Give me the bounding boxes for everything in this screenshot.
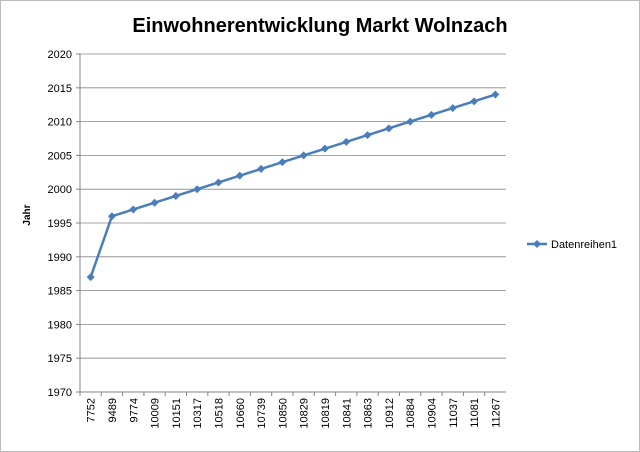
x-tick-label: 10829 (299, 398, 311, 429)
y-tick-label: 2000 (48, 184, 72, 196)
x-tick-label: 10009 (150, 398, 162, 429)
x-tick-label: 10819 (320, 398, 332, 429)
y-tick-label: 1980 (48, 319, 72, 331)
legend-label: Datenreihen1 (551, 239, 617, 251)
y-tick-label: 2020 (48, 49, 72, 61)
point-marker (150, 198, 159, 207)
point-marker (235, 171, 244, 180)
y-tick-label: 2015 (48, 83, 72, 95)
point-marker (257, 164, 266, 173)
y-tick-label: 2005 (48, 150, 72, 162)
x-tick-label: 10904 (426, 398, 438, 429)
point-marker (470, 97, 479, 106)
x-tick-label: 9489 (107, 398, 119, 422)
x-tick-label: 11081 (469, 398, 481, 428)
point-marker (320, 144, 329, 153)
x-tick-label: 10850 (277, 398, 289, 429)
y-tick-label: 1990 (48, 252, 72, 264)
x-tick-label: 10660 (235, 398, 247, 429)
point-marker (129, 205, 138, 214)
x-tick-label: 10841 (341, 398, 353, 429)
point-marker (86, 273, 95, 282)
point-marker (107, 212, 116, 221)
x-tick-label: 10912 (384, 398, 396, 429)
y-tick-label: 2010 (48, 117, 72, 129)
x-tick-label: 7752 (86, 398, 98, 422)
x-tick-label: 9774 (128, 398, 140, 422)
point-marker (299, 151, 308, 160)
y-axis-label: Jahr (22, 204, 33, 225)
series-line (89, 93, 496, 278)
x-tick-label: 10317 (192, 398, 204, 429)
point-marker (363, 131, 372, 140)
point-marker (342, 137, 351, 146)
y-tick-label: 1975 (48, 353, 72, 365)
y-tick-label: 1995 (48, 218, 72, 230)
point-marker (384, 124, 393, 133)
y-tick-label: 1970 (48, 387, 72, 399)
point-marker (171, 191, 180, 200)
x-tick-label: 10151 (171, 398, 183, 429)
x-tick-label: 11037 (448, 398, 460, 428)
y-tick-label: 1985 (48, 286, 72, 298)
point-marker (193, 185, 202, 194)
point-marker (214, 178, 223, 187)
point-marker (406, 117, 415, 126)
x-tick-label: 10884 (405, 398, 417, 429)
point-marker (427, 110, 436, 119)
x-tick-label: 10518 (213, 398, 225, 429)
point-marker (278, 158, 287, 167)
x-tick-label: 11267 (490, 398, 502, 428)
legend-marker (533, 240, 541, 248)
chart-title: Einwohnerentwicklung Markt Wolnzach (132, 15, 507, 37)
x-tick-label: 10739 (256, 398, 268, 429)
point-marker (448, 104, 457, 113)
point-marker (491, 90, 500, 99)
x-tick-label: 10863 (363, 398, 375, 429)
